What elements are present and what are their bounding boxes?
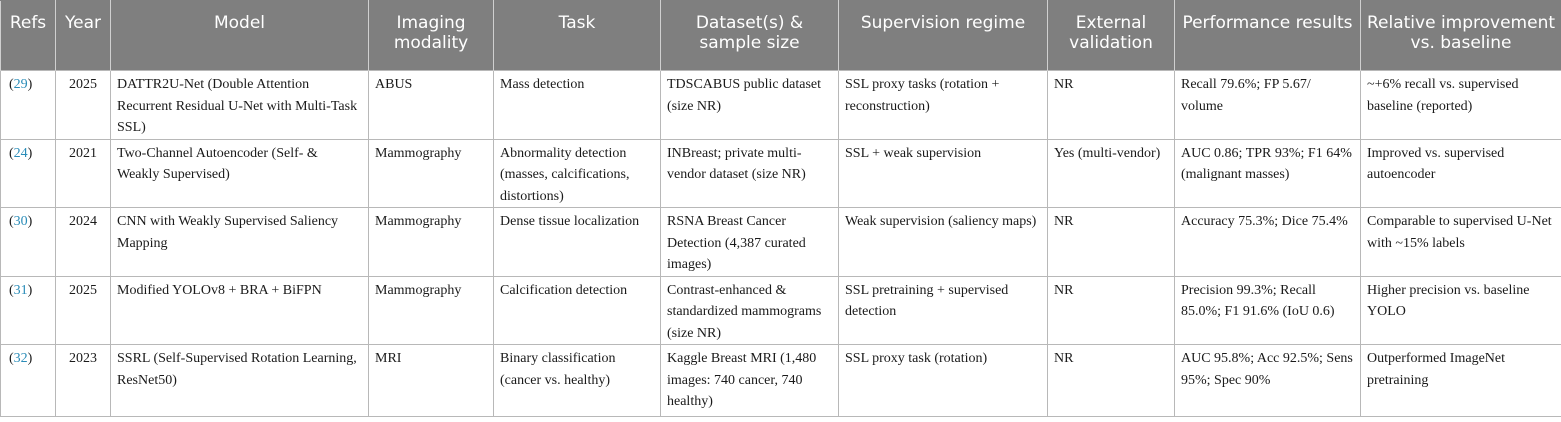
cell-external: NR [1047,344,1175,417]
cell-supervision: SSL proxy tasks (rotation + reconstructi… [838,70,1048,140]
ref-close: ) [27,145,33,161]
header-year: Year [55,0,111,71]
cell-improvement: Higher precision vs. baseline YOLO [1360,275,1561,345]
cell-ref: (30) [0,207,56,277]
cell-task: Calcification detection [493,275,661,345]
cell-model: Modified YOLOv8 + BRA + BiFPN [110,275,369,345]
ref-close: ) [27,282,33,298]
table-row: (31) 2025 Modified YOLOv8 + BRA + BiFPN … [0,275,1561,345]
cell-ref: (32) [0,344,56,417]
cell-improvement: ~+6% recall vs. supervised baseline (rep… [1360,70,1561,140]
cell-ref: (24) [0,138,56,208]
cell-model: DATTR2U-Net (Double Attention Recurrent … [110,70,369,140]
cell-dataset: INBreast; private multi-vendor dataset (… [660,138,839,208]
cell-ref: (31) [0,275,56,345]
cell-task: Dense tissue localization [493,207,661,277]
cell-external: NR [1047,275,1175,345]
ref-open: ( [9,214,14,229]
ref-link[interactable]: 30 [13,214,28,229]
ref-link[interactable]: 31 [13,282,28,298]
ref-close: ) [27,214,33,229]
cell-year: 2023 [55,344,111,417]
table-row: (29) 2025 DATTR2U-Net (Double Attention … [0,70,1561,140]
cell-task: Binary classification (cancer vs. health… [493,344,661,417]
cell-model: CNN with Weakly Supervised Saliency Mapp… [110,207,369,277]
cell-performance: Recall 79.6%; FP 5.67/ volume [1174,70,1361,140]
cell-improvement: Comparable to supervised U-Net with ~15%… [1360,207,1561,277]
cell-dataset: Kaggle Breast MRI (1,480 images: 740 can… [660,344,839,417]
cell-performance: AUC 95.8%; Acc 92.5%; Sens 95%; Spec 90% [1174,344,1361,417]
cell-external: NR [1047,207,1175,277]
cell-external: Yes (multi-vendor) [1047,138,1175,208]
cell-model: SSRL (Self-Supervised Rotation Learning,… [110,344,369,417]
cell-dataset: Contrast-enhanced & standardized mammogr… [660,275,839,345]
cell-modality: Mammography [368,138,494,208]
cell-supervision: SSL + weak supervision [838,138,1048,208]
cell-year: 2025 [55,70,111,140]
table-row: (32) 2023 SSRL (Self-Supervised Rotation… [0,344,1561,417]
cell-improvement: Outperformed ImageNet pretraining [1360,344,1561,417]
header-dataset: Dataset(s) & sample size [660,0,839,71]
cell-performance: AUC 0.86; TPR 93%; F1 64% (malignant mas… [1174,138,1361,208]
cell-performance: Precision 99.3%; Recall 85.0%; F1 91.6% … [1174,275,1361,345]
cell-year: 2025 [55,275,111,345]
cell-external: NR [1047,70,1175,140]
ref-close: ) [27,77,33,92]
cell-ref: (29) [0,70,56,140]
ref-open: ( [9,145,14,161]
table-header: Refs Year Model Imaging modality Task Da… [0,0,1561,71]
ref-link[interactable]: 32 [13,351,28,366]
cell-task: Abnormality detection (masses, calcifica… [493,138,661,208]
header-improvement: Relative improvement vs. baseline [1360,0,1561,71]
cell-modality: Mammography [368,275,494,345]
cell-performance: Accuracy 75.3%; Dice 75.4% [1174,207,1361,277]
cell-year: 2021 [55,138,111,208]
table-row: (30) 2024 CNN with Weakly Supervised Sal… [0,207,1561,277]
ref-link[interactable]: 29 [13,77,28,92]
cell-supervision: Weak supervision (saliency maps) [838,207,1048,277]
header-external: External validation [1047,0,1175,71]
table-row: (24) 2021 Two-Channel Autoencoder (Self-… [0,138,1561,208]
header-modality: Imaging modality [368,0,494,71]
ref-open: ( [9,282,14,298]
cell-modality: Mammography [368,207,494,277]
header-model: Model [110,0,369,71]
ref-open: ( [9,77,14,92]
table-body: (29) 2025 DATTR2U-Net (Double Attention … [0,70,1561,417]
cell-supervision: SSL proxy task (rotation) [838,344,1048,417]
header-refs: Refs [0,0,56,71]
cell-supervision: SSL pretraining + supervised detection [838,275,1048,345]
ref-close: ) [27,351,33,366]
cell-modality: MRI [368,344,494,417]
cell-model: Two-Channel Autoencoder (Self- & Weakly … [110,138,369,208]
cell-year: 2024 [55,207,111,277]
ref-link[interactable]: 24 [13,145,28,161]
header-performance: Performance results [1174,0,1361,71]
header-supervision: Supervision regime [838,0,1048,71]
cell-modality: ABUS [368,70,494,140]
cell-dataset: TDSCABUS public dataset (size NR) [660,70,839,140]
cell-task: Mass detection [493,70,661,140]
cell-improvement: Improved vs. supervised autoencoder [1360,138,1561,208]
ref-open: ( [9,351,14,366]
header-task: Task [493,0,661,71]
cell-dataset: RSNA Breast Cancer Detection (4,387 cura… [660,207,839,277]
